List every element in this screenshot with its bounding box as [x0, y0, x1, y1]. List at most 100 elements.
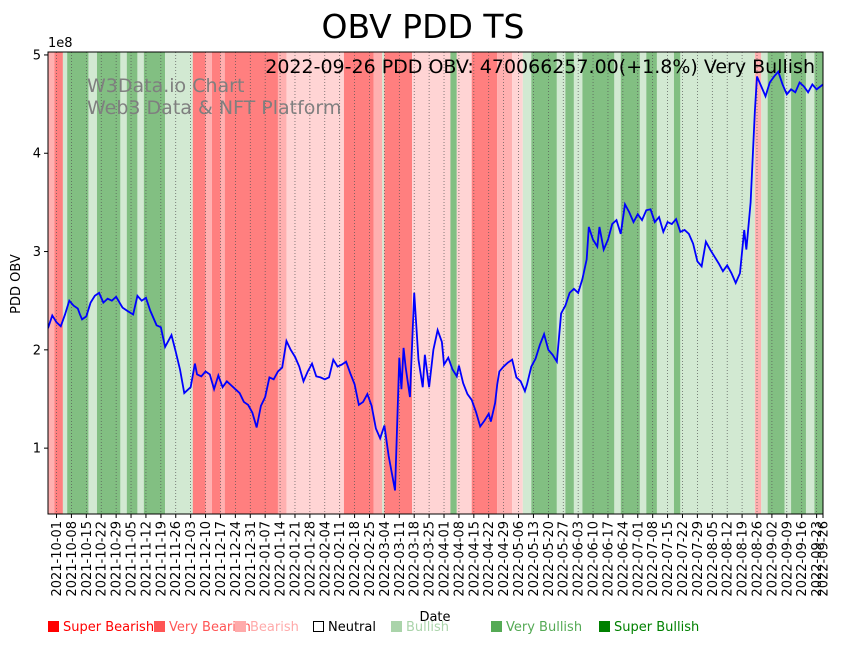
x-tick-label: 2022-01-07 — [259, 521, 274, 597]
legend-item: Very Bearish — [154, 620, 251, 635]
x-tick-label: 2021-10-15 — [80, 521, 95, 597]
y-axis-label: PDD OBV — [9, 254, 24, 314]
regime-band — [565, 52, 574, 514]
x-tick-label: 2022-09-16 — [795, 521, 810, 597]
regime-band — [531, 52, 557, 514]
y-tick-label: 4 — [33, 147, 41, 162]
x-tick-label: 2022-03-18 — [408, 521, 423, 597]
regime-band — [761, 52, 768, 514]
legend-swatch — [391, 621, 402, 632]
regime-band — [88, 52, 97, 514]
regime-band — [412, 52, 451, 514]
legend-swatch — [48, 621, 59, 632]
regime-band — [384, 52, 413, 514]
regime-band — [373, 52, 383, 514]
x-tick-label: 2021-12-24 — [229, 521, 244, 597]
watermark-line-2: Web3 Data & NFT Platform — [87, 97, 341, 119]
x-tick-label: 2022-02-04 — [318, 521, 333, 597]
x-tick-label: 2021-12-31 — [244, 521, 259, 597]
x-tick-label: 2022-05-13 — [527, 521, 542, 597]
legend-item: Bearish — [235, 620, 299, 635]
regime-band — [54, 52, 63, 514]
regime-band — [343, 52, 374, 514]
x-tick-label: 2022-05-06 — [512, 521, 527, 597]
regime-band — [62, 52, 68, 514]
x-tick-label: 2022-04-22 — [482, 521, 497, 597]
plot-frame — [47, 51, 824, 515]
regime-band — [522, 52, 532, 514]
x-tick-label: 2022-02-11 — [333, 521, 348, 597]
legend-item: Bullish — [391, 620, 449, 635]
regime-band — [784, 52, 792, 514]
regime-band — [48, 52, 55, 514]
legend-label: Super Bullish — [614, 620, 700, 635]
x-tick-label: 2021-11-19 — [154, 521, 169, 597]
chart-title: OBV PDD TS — [322, 7, 525, 46]
legend-label: Bullish — [406, 620, 450, 635]
x-tick-label: 2022-08-26 — [750, 521, 765, 597]
legend-swatch — [313, 621, 324, 632]
regime-band — [137, 52, 144, 514]
legend-item: Neutral — [313, 620, 376, 635]
legend-label: Neutral — [328, 620, 376, 635]
x-tick-label: 2022-09-26 — [817, 521, 832, 597]
x-tick-label: 2022-06-17 — [601, 521, 616, 597]
x-tick-label: 2022-01-14 — [274, 521, 289, 597]
x-tick-label: 2021-10-01 — [50, 521, 65, 597]
x-tick-label: 2022-07-29 — [691, 521, 706, 597]
regime-band — [220, 52, 225, 514]
regime-band — [224, 52, 278, 514]
x-tick-label: 2021-10-22 — [95, 521, 110, 597]
regime-band — [450, 52, 457, 514]
regime-band — [120, 52, 127, 514]
regime-band — [639, 52, 647, 514]
x-tick-label: 2021-12-10 — [199, 521, 214, 597]
regime-band — [791, 52, 806, 514]
y-tick-label: 1 — [33, 442, 41, 457]
regime-band — [814, 52, 823, 514]
obv-line — [48, 69, 823, 491]
x-tick-label: 2022-09-09 — [780, 521, 795, 597]
x-tick-label: 2022-08-05 — [706, 521, 721, 597]
x-tick-label: 2022-07-15 — [661, 521, 676, 597]
regime-band — [656, 52, 674, 514]
x-tick-label: 2021-12-03 — [184, 521, 199, 597]
x-tick-label: 2022-07-22 — [676, 521, 691, 597]
watermark-line-1: W3Data.io Chart — [87, 75, 244, 97]
x-axis-label: Date — [419, 610, 450, 625]
x-tick-label: 2022-08-12 — [721, 521, 736, 597]
x-tick-label: 2021-12-17 — [214, 521, 229, 597]
regime-band — [165, 52, 193, 514]
legend-swatch — [599, 621, 610, 632]
x-tick-label: 2022-05-27 — [557, 521, 572, 597]
regime-band — [805, 52, 815, 514]
x-tick-label: 2022-09-02 — [765, 521, 780, 597]
legend-swatch — [235, 621, 246, 632]
legend-label: Bearish — [250, 620, 299, 635]
x-tick-label: 2021-11-26 — [169, 521, 184, 597]
x-tick-label: 2022-05-20 — [542, 521, 557, 597]
regime-band — [205, 52, 212, 514]
regime-band — [126, 52, 138, 514]
x-tick-label: 2022-08-19 — [736, 521, 751, 597]
x-tick-label: 2022-04-08 — [452, 521, 467, 597]
regime-band — [456, 52, 472, 514]
legend-item: Super Bearish — [48, 620, 154, 635]
x-tick-label: 2022-07-08 — [646, 521, 661, 597]
x-tick-label: 2022-01-21 — [288, 521, 303, 597]
regime-band — [680, 52, 755, 514]
regime-band — [620, 52, 640, 514]
x-tick-label: 2022-06-24 — [616, 521, 631, 597]
x-tick-label: 2022-03-25 — [423, 521, 438, 597]
x-tick-label: 2022-04-29 — [497, 521, 512, 597]
legend-item: Very Bullish — [491, 620, 582, 635]
last-value-annotation: 2022-09-26 PDD OBV: 470066257.00(+1.8%) … — [265, 56, 815, 78]
x-tick-label: 2021-10-29 — [110, 521, 125, 597]
regime-band — [673, 52, 681, 514]
x-tick-label: 2022-06-03 — [572, 521, 587, 597]
x-tick-label: 2022-06-10 — [587, 521, 602, 597]
regime-band — [767, 52, 785, 514]
y-tick-label: 3 — [33, 245, 41, 260]
x-tick-label: 2022-04-01 — [438, 521, 453, 597]
